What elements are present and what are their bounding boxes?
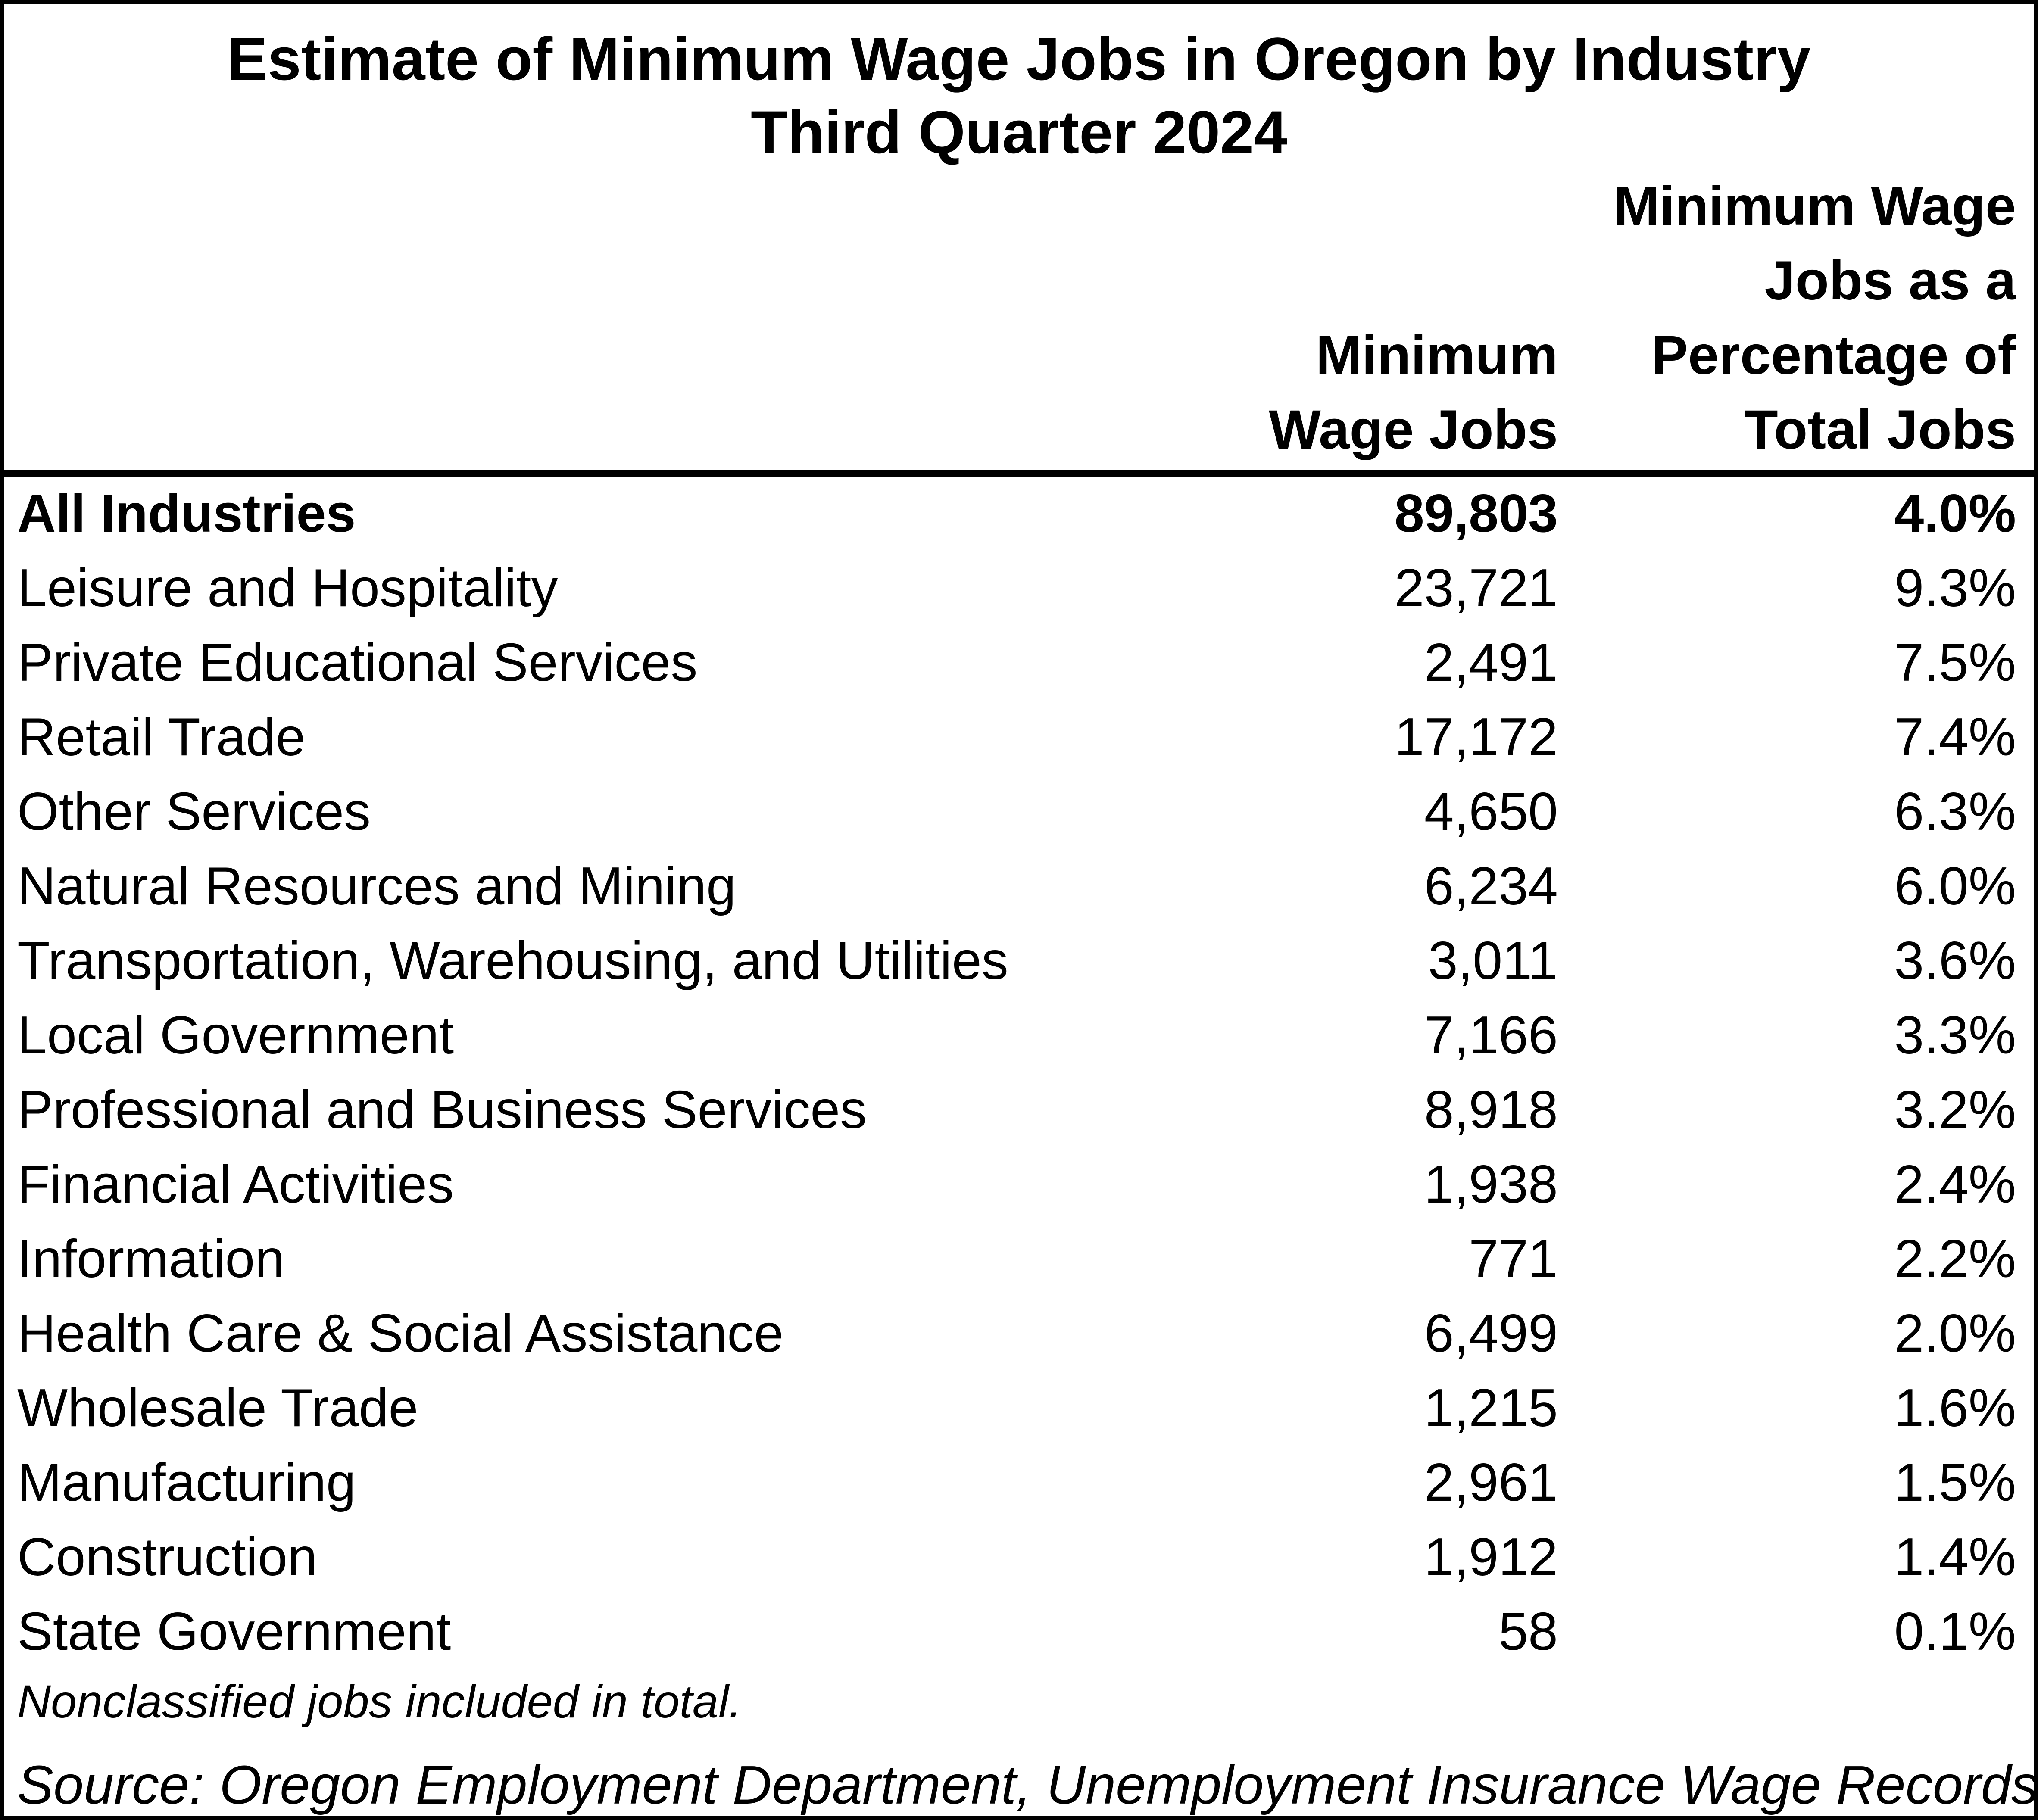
jobs-cell: 8,918	[1424, 1080, 1558, 1140]
pct-header-line: Percentage of	[1651, 324, 2016, 386]
table-title: Estimate of Minimum Wage Jobs in Oregon …	[4, 22, 2034, 169]
pct-cell: 3.6%	[1894, 931, 2016, 991]
pct-cell: 0.1%	[1894, 1602, 2016, 1661]
pct-cell: 1.5%	[1894, 1453, 2016, 1512]
jobs-cell: 1,912	[1424, 1527, 1558, 1587]
pct-header-line: Total Jobs	[1744, 399, 2016, 461]
industry-cell: Other Services	[17, 782, 371, 841]
table-body: All Industries 89,803 4.0% Leisure and H…	[4, 477, 2034, 1669]
jobs-cell: 2,961	[1424, 1453, 1558, 1512]
table-row: Other Services 4,650 6.3%	[17, 775, 2016, 849]
jobs-cell: 6,499	[1424, 1304, 1558, 1363]
pct-cell: 2.2%	[1894, 1229, 2016, 1289]
table-row: State Government 58 0.1%	[17, 1595, 2016, 1669]
jobs-cell: 23,721	[1394, 558, 1558, 618]
jobs-cell: 3,011	[1428, 931, 1558, 991]
jobs-column-header: Minimum Wage Jobs	[1213, 318, 1558, 467]
pct-cell: 7.5%	[1894, 633, 2016, 692]
table-row: Professional and Business Services 8,918…	[17, 1073, 2016, 1147]
pct-cell: 2.0%	[1894, 1304, 2016, 1363]
pct-cell: 2.4%	[1894, 1155, 2016, 1214]
pct-cell: 9.3%	[1894, 558, 2016, 618]
industry-cell: Information	[17, 1229, 285, 1289]
industry-cell: State Government	[17, 1602, 451, 1661]
industry-cell: Professional and Business Services	[17, 1080, 867, 1140]
industry-cell: Private Educational Services	[17, 633, 698, 692]
industry-cell: Transportation, Warehousing, and Utiliti…	[17, 931, 1008, 991]
pct-cell: 1.4%	[1894, 1527, 2016, 1587]
jobs-header-line: Minimum	[1316, 324, 1558, 386]
pct-header-line: Minimum Wage	[1614, 175, 2016, 237]
industry-cell: Natural Resources and Mining	[17, 857, 736, 916]
industry-cell: All Industries	[17, 484, 356, 543]
jobs-cell: 4,650	[1424, 782, 1558, 841]
pct-cell: 1.6%	[1894, 1378, 2016, 1438]
table-row: Financial Activities 1,938 2.4%	[17, 1147, 2016, 1222]
table-row: Leisure and Hospitality 23,721 9.3%	[17, 551, 2016, 626]
pct-column-header: Minimum Wage Jobs as a Percentage of Tot…	[1558, 169, 2016, 467]
table-row: Information 771 2.2%	[17, 1222, 2016, 1296]
pct-cell: 3.2%	[1894, 1080, 2016, 1140]
table-row: Natural Resources and Mining 6,234 6.0%	[17, 849, 2016, 924]
table-row: All Industries 89,803 4.0%	[17, 477, 2016, 551]
jobs-cell: 7,166	[1424, 1006, 1558, 1065]
industry-cell: Retail Trade	[17, 707, 306, 767]
table-title-line2: Third Quarter 2024	[751, 98, 1287, 166]
pct-cell: 7.4%	[1894, 707, 2016, 767]
table-notes: Nonclassified jobs included in total. So…	[4, 1669, 2038, 1816]
industry-cell: Health Care & Social Assistance	[17, 1304, 784, 1363]
jobs-cell: 1,215	[1424, 1378, 1558, 1438]
table-row: Retail Trade 17,172 7.4%	[17, 700, 2016, 775]
table-row: Transportation, Warehousing, and Utiliti…	[17, 924, 2016, 998]
industry-cell: Local Government	[17, 1006, 454, 1065]
industry-cell: Wholesale Trade	[17, 1378, 418, 1438]
table-row: Private Educational Services 2,491 7.5%	[17, 626, 2016, 700]
pct-cell: 6.3%	[1894, 782, 2016, 841]
jobs-header-line: Wage Jobs	[1269, 399, 1558, 461]
pct-header-line: Jobs as a	[1764, 250, 2016, 312]
column-headers: Minimum Wage Jobs Minimum Wage Jobs as a…	[4, 169, 2034, 467]
jobs-cell: 58	[1498, 1602, 1558, 1661]
table-row: Construction 1,912 1.4%	[17, 1520, 2016, 1595]
pct-cell: 6.0%	[1894, 857, 2016, 916]
industry-cell: Leisure and Hospitality	[17, 558, 558, 618]
jobs-cell: 1,938	[1424, 1155, 1558, 1214]
jobs-cell: 89,803	[1394, 484, 1558, 543]
industry-cell: Financial Activities	[17, 1155, 454, 1214]
table-title-line1: Estimate of Minimum Wage Jobs in Oregon …	[227, 25, 1811, 93]
jobs-cell: 17,172	[1394, 707, 1558, 767]
jobs-cell: 6,234	[1424, 857, 1558, 916]
industry-cell: Construction	[17, 1527, 318, 1587]
pct-cell: 3.3%	[1894, 1006, 2016, 1065]
source-text: Source: Oregon Employment Department, Un…	[17, 1755, 2038, 1815]
jobs-cell: 2,491	[1424, 633, 1558, 692]
table-row: Local Government 7,166 3.3%	[17, 998, 2016, 1073]
header-divider	[4, 470, 2034, 477]
table-row: Manufacturing 2,961 1.5%	[17, 1446, 2016, 1520]
jobs-cell: 771	[1469, 1229, 1558, 1289]
table-row: Health Care & Social Assistance 6,499 2.…	[17, 1296, 2016, 1371]
footnote-text: Nonclassified jobs included in total.	[17, 1675, 742, 1727]
industry-cell: Manufacturing	[17, 1453, 356, 1512]
table-row: Wholesale Trade 1,215 1.6%	[17, 1371, 2016, 1446]
pct-cell: 4.0%	[1894, 484, 2016, 543]
